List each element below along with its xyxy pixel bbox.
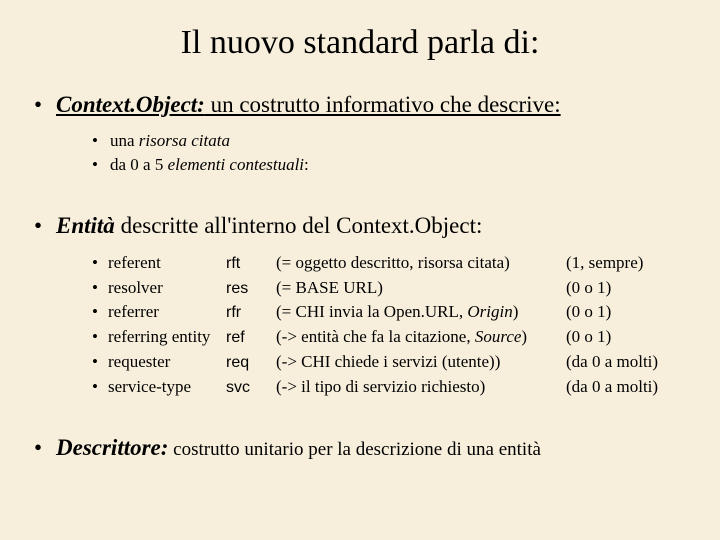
- sub1-italic: risorsa citata: [139, 131, 230, 150]
- entity-row: •referring entityref(-> entità che fa la…: [92, 325, 686, 350]
- slide: Il nuovo standard parla di: Context.Obje…: [0, 0, 720, 540]
- bullet-context-object: Context.Object: un costrutto informativo…: [34, 90, 686, 120]
- sub2-italic: elementi contestuali: [168, 155, 304, 174]
- bullet-icon: •: [92, 276, 108, 300]
- entity-desc: (-> il tipo di servizio richiesto): [276, 375, 566, 399]
- bullet-entita: Entità descritte all'interno del Context…: [34, 211, 686, 241]
- entity-term: service-type: [108, 375, 226, 399]
- entity-desc: (= oggetto descritto, risorsa citata): [276, 251, 566, 275]
- entity-term: referrer: [108, 300, 226, 324]
- entity-cardinality: (0 o 1): [566, 325, 611, 349]
- entity-cardinality: (0 o 1): [566, 276, 611, 300]
- bullet-icon: •: [92, 300, 108, 324]
- entity-row: •service-typesvc(-> il tipo di servizio …: [92, 375, 686, 400]
- entity-abbr: req: [226, 352, 276, 375]
- entity-desc: (-> entità che fa la citazione, Source): [276, 325, 566, 349]
- slide-title: Il nuovo standard parla di:: [34, 24, 686, 62]
- entity-abbr: rft: [226, 253, 276, 276]
- entity-cardinality: (da 0 a molti): [566, 375, 658, 399]
- descrittore-rest: costrutto unitario per la descrizione di…: [168, 439, 541, 460]
- entity-term: requester: [108, 350, 226, 374]
- entity-row: •requesterreq(-> CHI chiede i servizi (u…: [92, 350, 686, 375]
- entity-desc: (= BASE URL): [276, 276, 566, 300]
- sub2-pre: da 0 a 5: [110, 155, 168, 174]
- bullet-icon: •: [92, 325, 108, 349]
- sub1-pre: una: [110, 131, 139, 150]
- entity-table: •referentrft(= oggetto descritto, risors…: [92, 251, 686, 399]
- sub2-post: :: [304, 155, 309, 174]
- sub-elementi-contestuali: da 0 a 5 elementi contestuali:: [92, 154, 686, 176]
- context-object-rest: un costrutto informativo che descrive:: [205, 92, 561, 117]
- entity-desc: (-> CHI chiede i servizi (utente)): [276, 350, 566, 374]
- entity-row: •referrerrfr(= CHI invia la Open.URL, Or…: [92, 300, 686, 325]
- entity-abbr: res: [226, 278, 276, 301]
- descrittore-term: Descrittore:: [56, 435, 168, 460]
- entity-cardinality: (0 o 1): [566, 300, 611, 324]
- entity-cardinality: (da 0 a molti): [566, 350, 658, 374]
- context-object-term: Context.Object:: [56, 92, 205, 117]
- entita-term: Entità: [56, 213, 115, 238]
- entity-desc: (= CHI invia la Open.URL, Origin): [276, 300, 566, 324]
- bullet-icon: •: [92, 350, 108, 374]
- entity-term: resolver: [108, 276, 226, 300]
- entity-cardinality: (1, sempre): [566, 251, 643, 275]
- bullet-icon: •: [92, 375, 108, 399]
- bullet-descrittore: Descrittore: costrutto unitario per la d…: [34, 433, 686, 463]
- sub-risorsa-citata: una risorsa citata: [92, 130, 686, 152]
- entity-abbr: ref: [226, 327, 276, 350]
- entity-row: •referentrft(= oggetto descritto, risors…: [92, 251, 686, 276]
- context-object-sublist: una risorsa citata da 0 a 5 elementi con…: [92, 130, 686, 176]
- bullet-icon: •: [92, 251, 108, 275]
- entity-row: •resolverres(= BASE URL)(0 o 1): [92, 276, 686, 301]
- entity-abbr: rfr: [226, 302, 276, 325]
- entita-rest: descritte all'interno del Context.Object…: [115, 213, 483, 238]
- entity-term: referent: [108, 251, 226, 275]
- entity-abbr: svc: [226, 377, 276, 400]
- entity-term: referring entity: [108, 325, 226, 349]
